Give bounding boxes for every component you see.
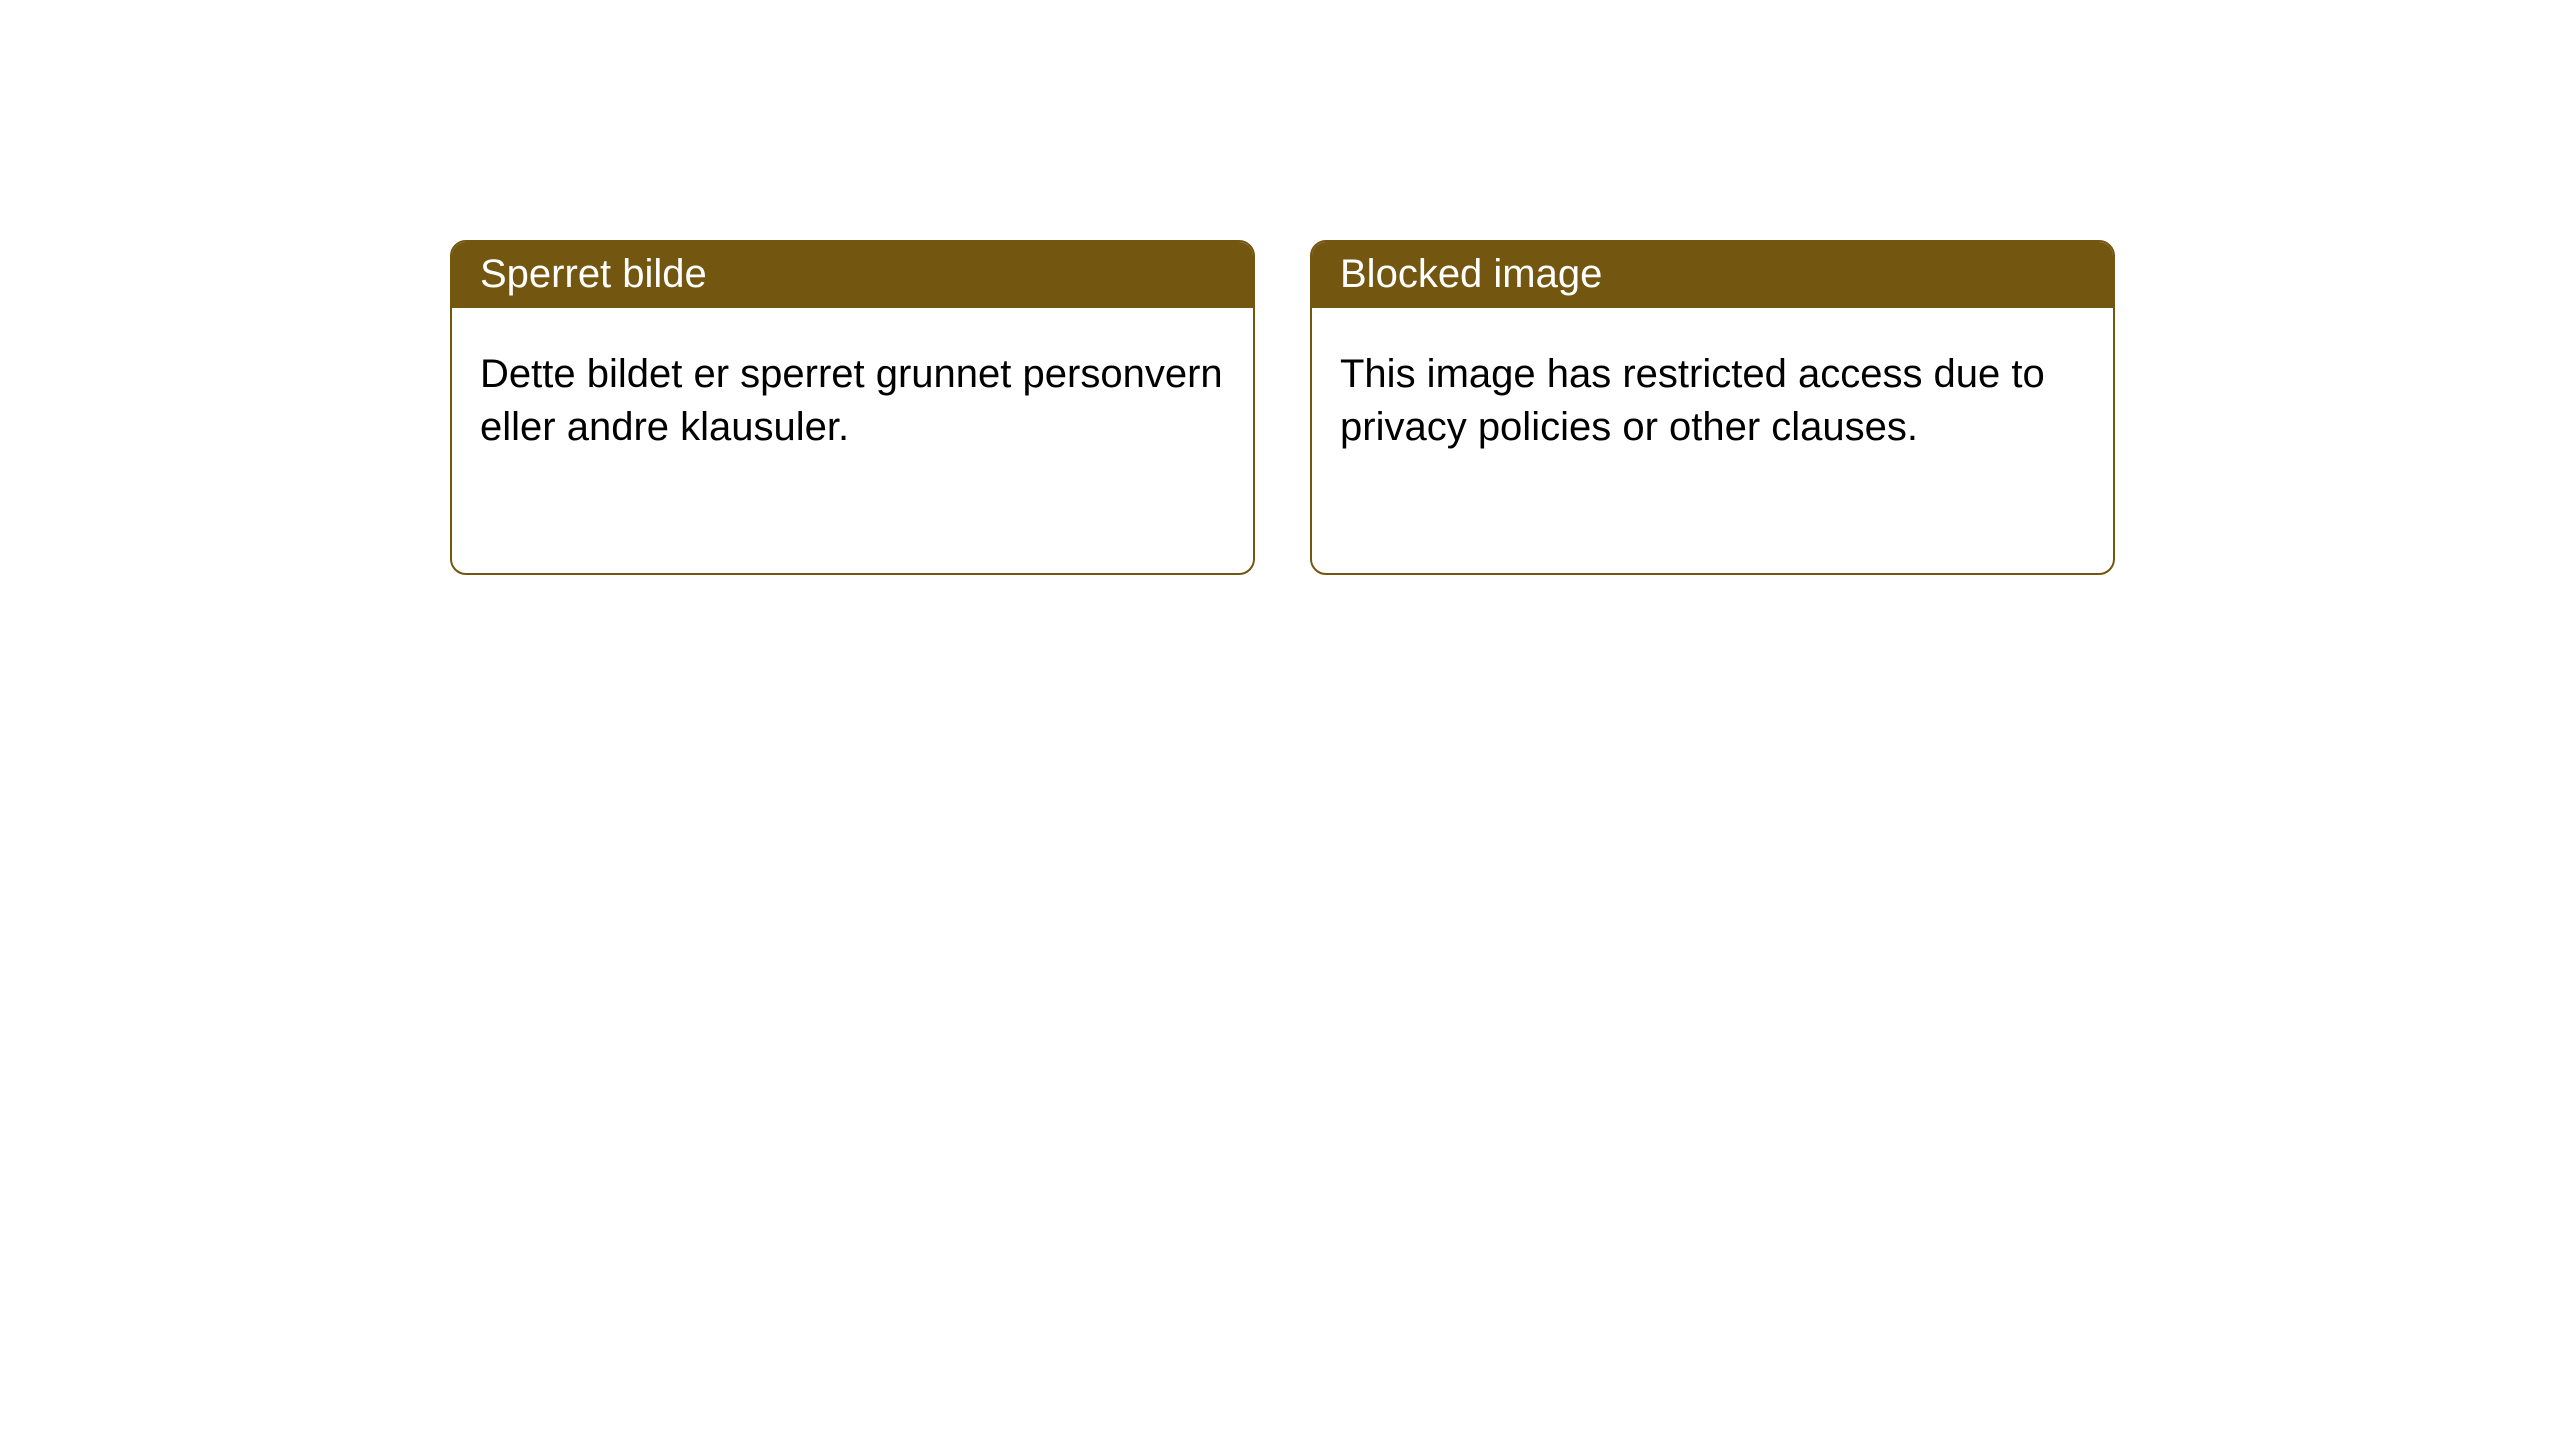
notice-box-norwegian: Sperret bilde Dette bildet er sperret gr… bbox=[450, 240, 1255, 575]
notice-body-norwegian: Dette bildet er sperret grunnet personve… bbox=[452, 308, 1253, 474]
notice-header-english: Blocked image bbox=[1312, 242, 2113, 308]
notice-body-english: This image has restricted access due to … bbox=[1312, 308, 2113, 474]
notice-header-norwegian: Sperret bilde bbox=[452, 242, 1253, 308]
notice-container: Sperret bilde Dette bildet er sperret gr… bbox=[0, 0, 2560, 575]
notice-box-english: Blocked image This image has restricted … bbox=[1310, 240, 2115, 575]
